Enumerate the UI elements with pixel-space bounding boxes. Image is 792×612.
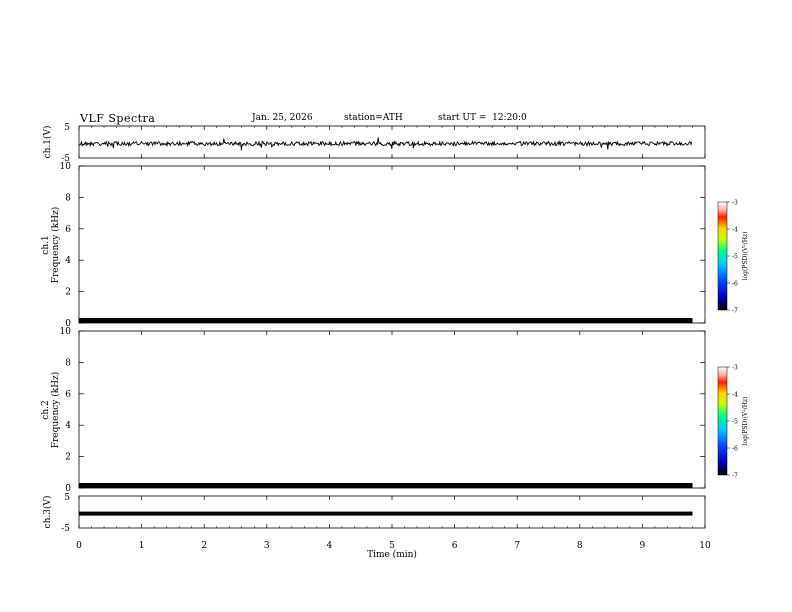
colorbar-tick-label: -5 — [732, 254, 738, 261]
y-tick-label: 4 — [65, 421, 71, 431]
y-tick-label: 2 — [65, 453, 71, 463]
colorbar-tick-label: -6 — [732, 446, 738, 453]
colorbar-label: log(PSD)(V²/Hz) — [742, 397, 749, 446]
start-time-label: start UT = 12:20:0 — [438, 113, 527, 123]
colorbar-tick-label: -3 — [732, 200, 738, 207]
plot-title: VLF Spectra — [80, 112, 156, 125]
colorbar-tick-label: -4 — [732, 392, 738, 399]
x-tick-label: 6 — [452, 541, 458, 551]
x-tick-label: 5 — [389, 541, 395, 551]
x-tick-label: 8 — [577, 541, 583, 551]
station-label: station=ATH — [344, 113, 403, 123]
x-tick-label: 2 — [201, 541, 207, 551]
x-tick-label: 3 — [264, 541, 270, 551]
colorbar-tick-label: -7 — [732, 308, 738, 315]
x-tick-label: 1 — [139, 541, 145, 551]
ch1-waveform-frame — [78, 125, 706, 159]
x-tick-label: 9 — [640, 541, 646, 551]
y-tick-label: 0 — [65, 319, 71, 329]
lowfreq-band — [79, 483, 693, 488]
ch1-channel-label: ch.1 — [41, 235, 51, 254]
colorbar — [717, 201, 728, 311]
ch2-frequency-ylabel: Frequency (kHz) — [50, 372, 61, 449]
y-tick-label: 8 — [65, 193, 71, 203]
colorbar-tick-label: -4 — [732, 227, 738, 234]
y-tick-label: 0 — [65, 484, 71, 494]
date-label: Jan. 25, 2026 — [252, 113, 313, 123]
ch3-ytick-bottom: -5 — [61, 524, 70, 534]
x-tick-label: 7 — [514, 541, 520, 551]
ch3-ytick-top: 5 — [64, 493, 70, 503]
ch2-spectrogram-frame — [78, 330, 706, 489]
ch1-spectrogram — [79, 318, 693, 323]
colorbar — [717, 366, 728, 476]
colorbar-tick-label: -7 — [732, 473, 738, 480]
x-tick-label: 10 — [699, 541, 711, 551]
ch2-channel-label: ch.2 — [41, 400, 51, 419]
ch1-ytick-bottom: -5 — [61, 154, 70, 164]
colorbar-tick-label: -3 — [732, 365, 738, 372]
ch1-waveform-line — [78, 137, 693, 151]
y-tick-label: 8 — [65, 358, 71, 368]
ch2-spectrogram — [79, 483, 693, 488]
x-tick-label: 0 — [76, 541, 82, 551]
lowfreq-band — [79, 318, 693, 323]
ch3-waveform-line — [79, 511, 693, 516]
ch1-spectrogram-frame — [78, 165, 706, 324]
y-tick-label: 6 — [65, 225, 71, 235]
x-axis-label: Time (min) — [367, 549, 417, 560]
x-tick-label: 4 — [327, 541, 333, 551]
y-tick-label: 4 — [65, 256, 71, 266]
colorbar-tick-label: -5 — [732, 419, 738, 426]
y-tick-label: 10 — [60, 162, 72, 172]
y-tick-label: 6 — [65, 390, 71, 400]
ch1-ytick-top: 5 — [64, 123, 70, 133]
y-tick-label: 2 — [65, 288, 71, 298]
ch1-frequency-ylabel: Frequency (kHz) — [50, 207, 61, 284]
ch3-waveform-ylabel: ch.3(V) — [42, 496, 53, 529]
colorbar-tick-label: -6 — [732, 281, 738, 288]
axes-group: 0 1 2 3 4 5 6 7 8 9 100246810-3-4-5-6-7log(PSD)(V²… — [60, 126, 749, 551]
ch1-waveform-ylabel: ch.1(V) — [42, 126, 53, 159]
y-tick-label: 10 — [60, 327, 72, 337]
colorbar-label: log(PSD)(V²/Hz) — [742, 232, 749, 281]
